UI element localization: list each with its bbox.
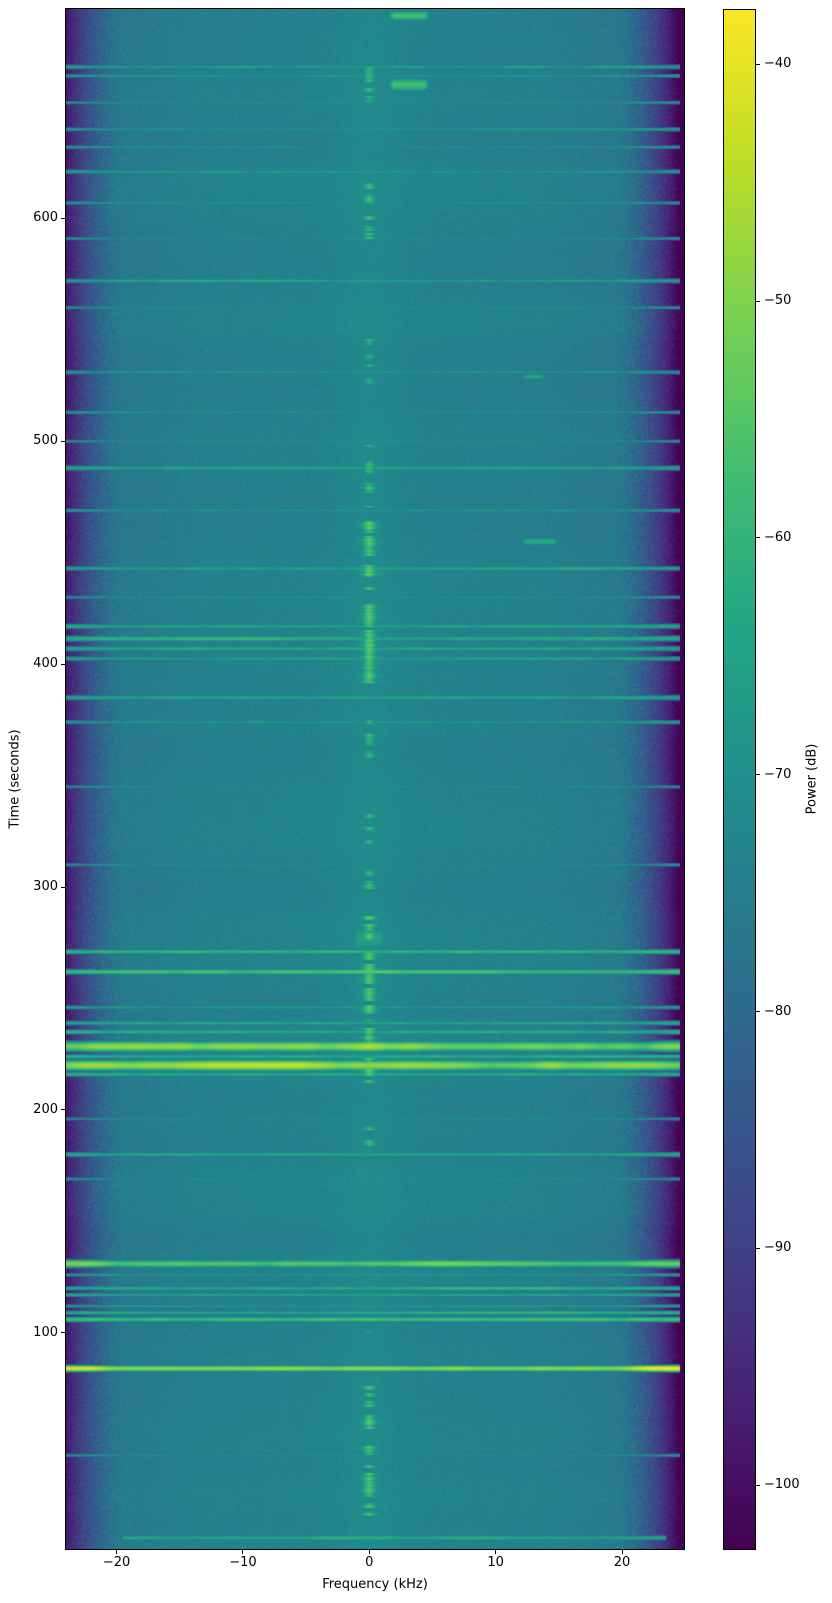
x-tick-label: 10 — [487, 1555, 504, 1570]
x-tick-label: −20 — [102, 1555, 131, 1570]
y-tick-mark — [61, 1332, 65, 1334]
x-tick-label: −10 — [229, 1555, 257, 1570]
colorbar — [723, 9, 756, 1550]
y-tick-label: 300 — [33, 879, 58, 895]
colorbar-tick-label: −40 — [764, 56, 792, 72]
x-tick-mark — [242, 1550, 244, 1554]
colorbar-tick-label: −50 — [764, 293, 792, 309]
x-tick-mark — [116, 1550, 118, 1554]
colorbar-tick-label: −100 — [764, 1477, 800, 1493]
y-tick-label: 500 — [33, 433, 58, 449]
colorbar-tick-label: −90 — [764, 1240, 792, 1256]
y-tick-mark — [61, 663, 65, 665]
y-tick-mark — [61, 440, 65, 442]
colorbar-tick-mark — [756, 1484, 760, 1486]
x-tick-mark — [495, 1550, 497, 1554]
y-tick-mark — [61, 1109, 65, 1111]
plot-area — [65, 8, 685, 1550]
x-axis-label: Frequency (kHz) — [322, 1577, 428, 1592]
colorbar-tick-label: −80 — [764, 1003, 792, 1019]
colorbar-tick-label: −70 — [764, 766, 792, 782]
x-tick-mark — [621, 1550, 623, 1554]
colorbar-tick-mark — [756, 1247, 760, 1249]
colorbar-tick-mark — [756, 537, 760, 539]
colorbar-tick-mark — [756, 1011, 760, 1013]
y-tick-label: 100 — [33, 1324, 58, 1340]
x-tick-mark — [368, 1550, 370, 1554]
colorbar-tick-mark — [756, 774, 760, 776]
y-tick-label: 200 — [33, 1101, 58, 1117]
y-axis-label: Time (seconds) — [7, 729, 23, 829]
colorbar-tick-mark — [756, 300, 760, 302]
x-tick-label: 0 — [365, 1555, 374, 1570]
x-tick-label: 20 — [613, 1555, 631, 1570]
y-tick-label: 600 — [33, 210, 58, 226]
spectrogram-canvas — [66, 9, 684, 1549]
y-tick-mark — [61, 217, 65, 219]
y-tick-mark — [61, 886, 65, 888]
colorbar-tick-label: −60 — [764, 529, 792, 545]
colorbar-tick-mark — [756, 63, 760, 65]
y-tick-label: 400 — [33, 656, 58, 672]
colorbar-canvas — [724, 10, 755, 1549]
